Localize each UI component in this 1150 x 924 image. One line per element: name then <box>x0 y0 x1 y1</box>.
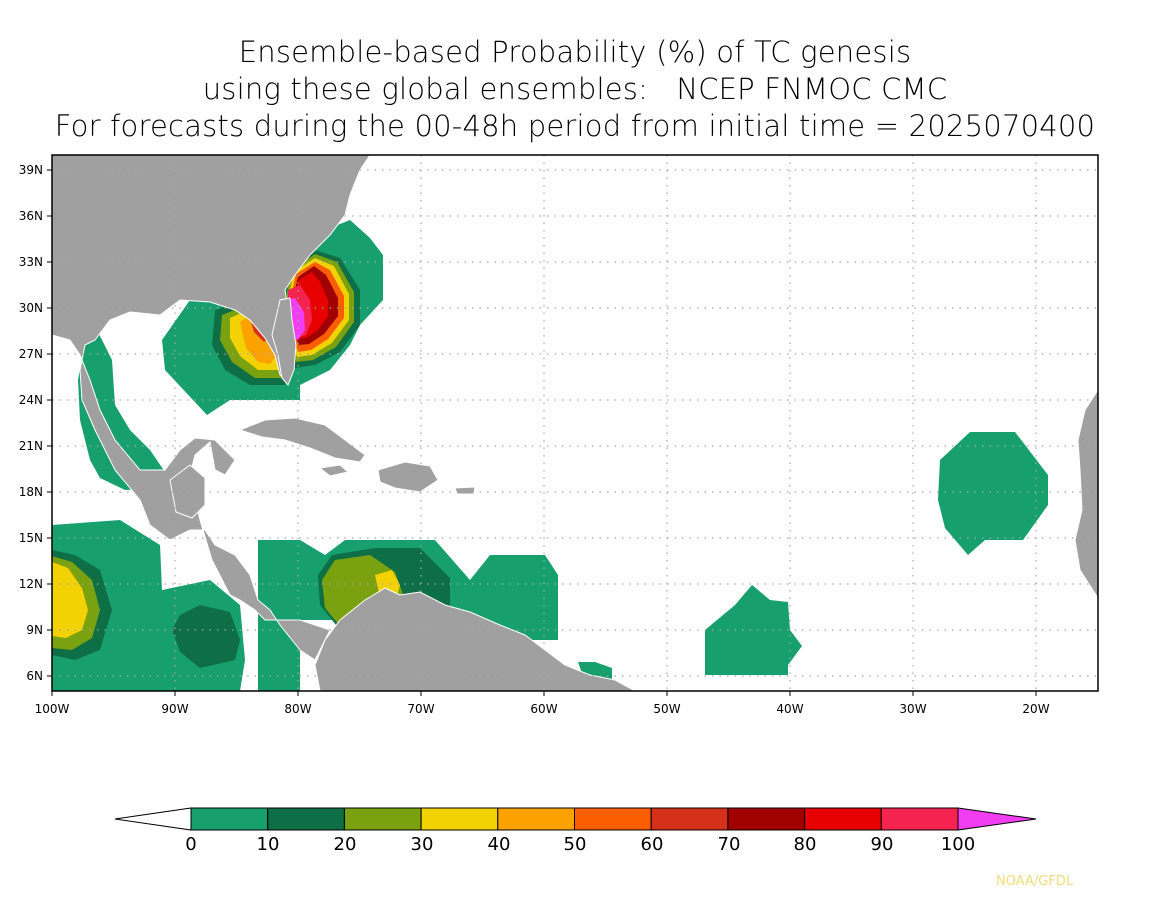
credit-label: NOAA/GFDL <box>996 874 1074 889</box>
lat-label: 12N <box>19 577 43 591</box>
colorbar-swatch <box>420 807 499 831</box>
region-cape-verde <box>938 432 1048 555</box>
lat-label: 33N <box>19 255 43 269</box>
lon-label: 60W <box>530 702 557 716</box>
lon-label: 20W <box>1022 702 1049 716</box>
lon-label: 80W <box>284 702 311 716</box>
africa-land <box>1074 389 1098 599</box>
colorbar-tick-label: 20 <box>334 834 357 855</box>
colorbar-high-arrow <box>957 807 1037 831</box>
land-masses <box>52 155 1098 691</box>
colorbar-tick-label: 40 <box>488 834 511 855</box>
colorbar-tick-label: 0 <box>185 834 196 855</box>
colorbar-swatch <box>650 807 729 831</box>
lat-label: 27N <box>19 347 43 361</box>
colorbar-swatch <box>804 807 882 831</box>
axis-ticks <box>47 169 1037 696</box>
latitude-labels: 39N 36N 33N 30N 27N 24N 21N 18N 15N 12N … <box>19 163 43 683</box>
puerto-rico <box>454 486 476 495</box>
lon-label: 50W <box>653 702 680 716</box>
colorbar-tick-label: 10 <box>257 834 280 855</box>
colorbar-swatch <box>574 807 652 831</box>
title-line-3: For forecasts during the 00-48h period f… <box>54 109 1096 143</box>
colorbar-swatches <box>190 807 1037 831</box>
colorbar-tick-label: 100 <box>941 834 975 855</box>
lon-label: 40W <box>776 702 803 716</box>
map-title: Ensemble-based Probability (%) of TC gen… <box>0 34 1150 145</box>
colorbar: 0 10 20 30 40 50 60 70 80 90 100 <box>114 807 1037 855</box>
lat-label: 21N <box>19 439 43 453</box>
colorbar-tick-label: 30 <box>411 834 434 855</box>
lat-label: 24N <box>19 393 43 407</box>
colorbar-tick-label: 90 <box>871 834 894 855</box>
jamaica <box>318 464 350 477</box>
colorbar-swatch <box>343 807 422 831</box>
colorbar-tick-label: 60 <box>641 834 664 855</box>
colorbar-swatch <box>497 807 575 831</box>
lon-label: 70W <box>407 702 434 716</box>
lat-label: 18N <box>19 485 43 499</box>
colorbar-swatch <box>727 807 806 831</box>
title-line-2: using these global ensembles: NCEP FNMOC… <box>202 72 948 106</box>
colorbar-labels: 0 10 20 30 40 50 60 70 80 90 100 <box>185 834 975 855</box>
lat-label: 36N <box>19 209 43 223</box>
region-central-atlantic <box>705 585 802 675</box>
title-line-1: Ensemble-based Probability (%) of TC gen… <box>238 35 912 69</box>
region-epac-yellow <box>52 562 88 638</box>
florida-peninsula <box>271 297 297 386</box>
hispaniola <box>377 461 439 493</box>
cuba <box>238 417 366 463</box>
genesis-probability-regions <box>52 220 1048 691</box>
south-america-land <box>314 587 636 691</box>
colorbar-swatch <box>190 807 269 831</box>
colorbar-swatch <box>880 807 959 831</box>
lon-label: 30W <box>899 702 926 716</box>
lon-label: 100W <box>35 702 70 716</box>
lat-label: 9N <box>26 623 43 637</box>
lat-label: 6N <box>26 669 43 683</box>
lat-label: 39N <box>19 163 43 177</box>
longitude-labels: 100W 90W 80W 70W 60W 50W 40W 30W 20W <box>35 702 1050 716</box>
lat-label: 15N <box>19 531 43 545</box>
region-epac-dark2 <box>172 605 240 668</box>
colorbar-tick-label: 50 <box>564 834 587 855</box>
colorbar-swatch <box>267 807 345 831</box>
colorbar-low-arrow <box>114 807 192 831</box>
lon-label: 90W <box>161 702 188 716</box>
colorbar-tick-label: 70 <box>718 834 741 855</box>
map-frame <box>51 154 1099 692</box>
region-mexico-west <box>78 332 165 490</box>
lat-label: 30N <box>19 301 43 315</box>
region-gulf-orange <box>240 314 276 364</box>
colorbar-tick-label: 80 <box>794 834 817 855</box>
